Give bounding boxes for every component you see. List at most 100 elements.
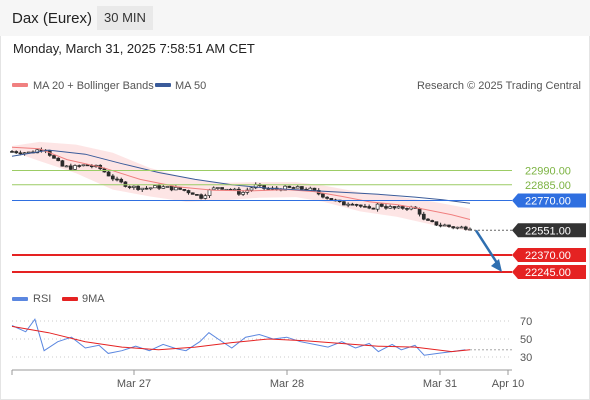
candle-body (405, 208, 409, 210)
candle-body (346, 203, 350, 206)
candle-body (18, 152, 23, 155)
candle-body (400, 206, 405, 209)
candle-body (190, 192, 195, 195)
candle-body (207, 189, 212, 196)
candle-body (388, 206, 393, 209)
candle-body (73, 165, 77, 170)
candle-body (421, 213, 426, 220)
candle-body (56, 157, 61, 162)
candle-body (89, 165, 94, 168)
candle-body (354, 204, 359, 206)
candle-body (249, 187, 254, 191)
candle-body (358, 204, 363, 207)
instrument-title: Dax (Eurex) (12, 10, 93, 27)
rsi-ma-line (11, 325, 471, 353)
ma50-line (11, 149, 471, 204)
level-tag-pivot (512, 193, 586, 208)
candle-body (165, 186, 170, 188)
x-tick-label: Mar 28 (270, 378, 304, 390)
candle-body (325, 196, 329, 199)
legend-ma9-swatch (62, 297, 78, 301)
forecast-arrow-shaft (474, 229, 501, 267)
candle-body (232, 188, 237, 191)
level-tag-current (512, 223, 586, 238)
candle-body (110, 175, 115, 180)
candle-body (203, 195, 208, 199)
candle-body (329, 198, 334, 201)
candle-body (447, 224, 451, 227)
candle-body (186, 190, 191, 194)
candle-body (426, 218, 430, 221)
candle-body (144, 187, 149, 190)
x-axis: Mar 27 Mar 28 Mar 31 Apr 10 (11, 370, 524, 390)
candle-body (140, 187, 145, 190)
candle-body (10, 151, 14, 153)
legend-ma50-swatch (155, 83, 171, 87)
candle-body (375, 203, 380, 210)
legend-ma20-label: MA 20 + Bollinger Bands (33, 80, 154, 92)
candle-body (463, 226, 468, 230)
candle-body (342, 201, 346, 206)
candle-body (295, 186, 300, 189)
chart-timestamp: Monday, March 31, 2025 7:58:51 AM CET (13, 41, 255, 56)
level-label-resistance_1: 22885.00 (525, 180, 571, 192)
candle-body (153, 185, 157, 189)
level-label-pivot: 22770.00 (525, 195, 571, 207)
candle-body (169, 186, 174, 191)
ma20-line (11, 146, 471, 220)
level-tag-support_2 (512, 265, 586, 279)
candle-body (434, 221, 439, 226)
rsi-line (11, 318, 466, 356)
level-label-support_2: 22245.00 (525, 267, 571, 279)
candle-body (14, 151, 19, 154)
forecast-arrow-head (491, 259, 502, 272)
legend-rsi-label: RSI (33, 293, 51, 305)
candle-body (312, 187, 317, 191)
candle-body (77, 165, 82, 167)
candle-body (379, 203, 384, 207)
level-tag-support_1 (512, 247, 586, 262)
candle-body (127, 186, 132, 188)
candle-body (60, 160, 65, 167)
bollinger-band (12, 141, 470, 232)
credit-text: Research © 2025 Trading Central (417, 80, 581, 92)
price-plot (10, 141, 472, 232)
candle-body (237, 188, 241, 195)
x-tick-label: Mar 27 (117, 378, 151, 390)
interval-selector[interactable]: 30 MIN (97, 6, 153, 30)
rsi-tick-30: 30 (520, 352, 532, 364)
candle-body (195, 194, 199, 196)
level-tag-resistance_2 (512, 163, 586, 178)
candle-body (68, 165, 73, 170)
rsi-tick-70: 70 (520, 316, 532, 328)
candle-body (300, 186, 304, 190)
candle-body (52, 155, 56, 159)
candle-body (161, 186, 166, 189)
candle-body (308, 187, 313, 191)
level-label-current: 22551.00 (525, 225, 571, 237)
candle-body (283, 185, 287, 191)
candle-body (451, 226, 456, 229)
candle-body (384, 206, 388, 209)
candle-body (455, 226, 460, 229)
candle-body (287, 185, 292, 188)
candle-body (64, 165, 69, 168)
level-label-support_1: 22370.00 (525, 250, 571, 262)
legend-ma9-label: 9MA (82, 293, 105, 305)
candle-body (291, 187, 296, 189)
candle-body (417, 208, 422, 215)
candle-body (182, 189, 187, 191)
candle-body (174, 187, 178, 191)
candle-body (220, 187, 224, 190)
rsi-plot: 70 50 30 (11, 316, 532, 364)
candle-body (396, 206, 401, 209)
x-tick-label: Mar 31 (423, 378, 457, 390)
candle-body (132, 185, 136, 188)
candle-body (115, 178, 119, 181)
candle-body (148, 187, 153, 190)
rsi-tick-50: 50 (520, 334, 532, 346)
candle-body (211, 187, 216, 191)
candle-body (438, 224, 443, 227)
candle-body (81, 164, 86, 167)
